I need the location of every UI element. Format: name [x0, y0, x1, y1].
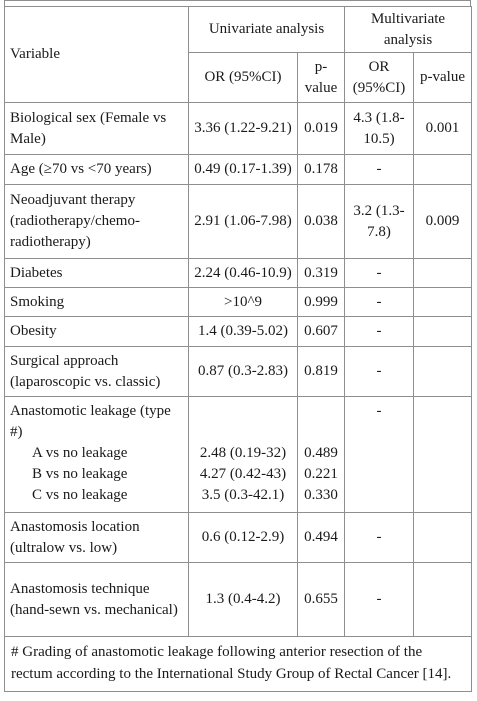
row-label: Anastomosis technique (hand-sewn vs. mec… — [4, 562, 189, 637]
multivariate-or: 4.3 (1.8-10.5) — [344, 102, 415, 155]
multivariate-p — [413, 316, 473, 347]
univariate-or: >10^9 — [188, 287, 298, 317]
univariate-p: 0.019 — [296, 102, 346, 155]
leakage-label-cell: Anastomotic leakage (type #) A vs no lea… — [4, 396, 189, 513]
header-u-p: p-value — [296, 52, 346, 103]
multivariate-or: - — [344, 346, 415, 397]
univariate-p: 0.999 — [296, 287, 346, 317]
regression-table: Variable Univariate analysis Multivariat… — [3, 6, 473, 692]
leak-b-p: 0.221 — [304, 466, 338, 482]
multivariate-or: - — [344, 562, 415, 637]
row-label: Biological sex (Female vs Male) — [4, 102, 189, 155]
row-label: Smoking — [4, 287, 189, 317]
univariate-p: 0.819 — [296, 346, 346, 397]
univariate-p: 0.038 — [296, 184, 346, 259]
leak-c-or: 3.5 (0.3-42.1) — [201, 487, 285, 503]
univariate-p: 0.494 — [296, 512, 346, 563]
univariate-p: 0.319 — [296, 258, 346, 288]
header-univariate: Univariate analysis — [187, 6, 346, 53]
table-row: Anastomosis technique (hand-sewn vs. mec… — [4, 562, 473, 637]
leakage-univariate-or: 2.48 (0.19-32) 4.27 (0.42-43) 3.5 (0.3-4… — [188, 396, 298, 513]
univariate-or: 2.24 (0.46-10.9) — [188, 258, 298, 288]
leakage-univariate-p: 0.489 0.221 0.330 — [296, 396, 346, 513]
header-variable: Variable — [4, 6, 189, 103]
header-u-or: OR (95%CI) — [188, 52, 298, 103]
row-label: Neoadjuvant therapy (radiotherapy/chemo-… — [4, 184, 189, 259]
table-row: Neoadjuvant therapy (radiotherapy/chemo-… — [4, 184, 473, 259]
table-top-strip — [4, 0, 471, 6]
leak-b-or: 4.27 (0.42-43) — [199, 466, 287, 482]
univariate-or: 1.4 (0.39-5.02) — [188, 316, 298, 347]
multivariate-p — [413, 258, 473, 288]
univariate-or: 0.49 (0.17-1.39) — [188, 154, 298, 185]
univariate-p: 0.655 — [296, 562, 346, 637]
leak-c-label: C vs no leakage — [32, 487, 128, 503]
row-label: Anastomotic leakage (type #) — [10, 403, 171, 440]
leak-a-label: A vs no leakage — [32, 445, 128, 461]
multivariate-p — [413, 562, 473, 637]
multivariate-or: - — [344, 154, 415, 185]
table-row: Obesity 1.4 (0.39-5.02) 0.607 - — [4, 316, 473, 347]
row-label: Surgical approach (laparoscopic vs. clas… — [4, 346, 189, 397]
univariate-or: 2.91 (1.06-7.98) — [188, 184, 298, 259]
multivariate-or: - — [344, 258, 415, 288]
row-label: Obesity — [4, 316, 189, 347]
table-row-leakage: Anastomotic leakage (type #) A vs no lea… — [4, 396, 473, 513]
row-label: Age (≥70 vs <70 years) — [4, 154, 189, 185]
leak-a-or: 2.48 (0.19-32) — [199, 445, 287, 461]
univariate-or: 0.6 (0.12-2.9) — [188, 512, 298, 563]
multivariate-p — [413, 512, 473, 563]
multivariate-p — [413, 154, 473, 185]
header-row-1: Variable Univariate analysis Multivariat… — [4, 6, 473, 103]
multivariate-or: - — [344, 287, 415, 317]
table-row: Biological sex (Female vs Male) 3.36 (1.… — [4, 102, 473, 155]
header-row-2: OR (95%CI) p-value OR (95%CI) p-value — [5, 52, 473, 103]
table-row: Smoking >10^9 0.999 - — [4, 287, 473, 317]
table-row: Age (≥70 vs <70 years) 0.49 (0.17-1.39) … — [4, 154, 473, 185]
leak-c-p: 0.330 — [304, 487, 338, 503]
multivariate-p — [413, 346, 473, 397]
table-row: Diabetes 2.24 (0.46-10.9) 0.319 - — [4, 258, 473, 288]
univariate-or: 3.36 (1.22-9.21) — [188, 102, 298, 155]
univariate-or: 1.3 (0.4-4.2) — [188, 562, 298, 637]
multivariate-or: - — [344, 316, 415, 347]
multivariate-or: 3.2 (1.3-7.8) — [344, 184, 415, 259]
univariate-p: 0.178 — [296, 154, 346, 185]
row-label: Anastomosis location (ultralow vs. low) — [4, 512, 189, 563]
leak-b-label: B vs no leakage — [32, 466, 128, 482]
multivariate-or: - — [344, 512, 415, 563]
multivariate-p: 0.009 — [413, 184, 473, 259]
header-m-p: p-value — [413, 52, 473, 103]
leak-a-p: 0.489 — [304, 445, 338, 461]
table-footnote: # Grading of anastomotic leakage followi… — [3, 636, 473, 692]
header-multivariate: Multivariate analysis — [344, 6, 473, 53]
table-row: Anastomosis location (ultralow vs. low) … — [4, 512, 473, 563]
multivariate-or: - — [344, 396, 415, 513]
footnote-row: # Grading of anastomotic leakage followi… — [3, 636, 473, 692]
multivariate-p — [413, 287, 473, 317]
univariate-or: 0.87 (0.3-2.83) — [188, 346, 298, 397]
row-label: Diabetes — [4, 258, 189, 288]
multivariate-p: 0.001 — [413, 102, 473, 155]
table-row: Surgical approach (laparoscopic vs. clas… — [4, 346, 473, 397]
multivariate-p — [413, 396, 473, 513]
univariate-p: 0.607 — [296, 316, 346, 347]
header-m-or: OR (95%CI) — [344, 52, 415, 103]
